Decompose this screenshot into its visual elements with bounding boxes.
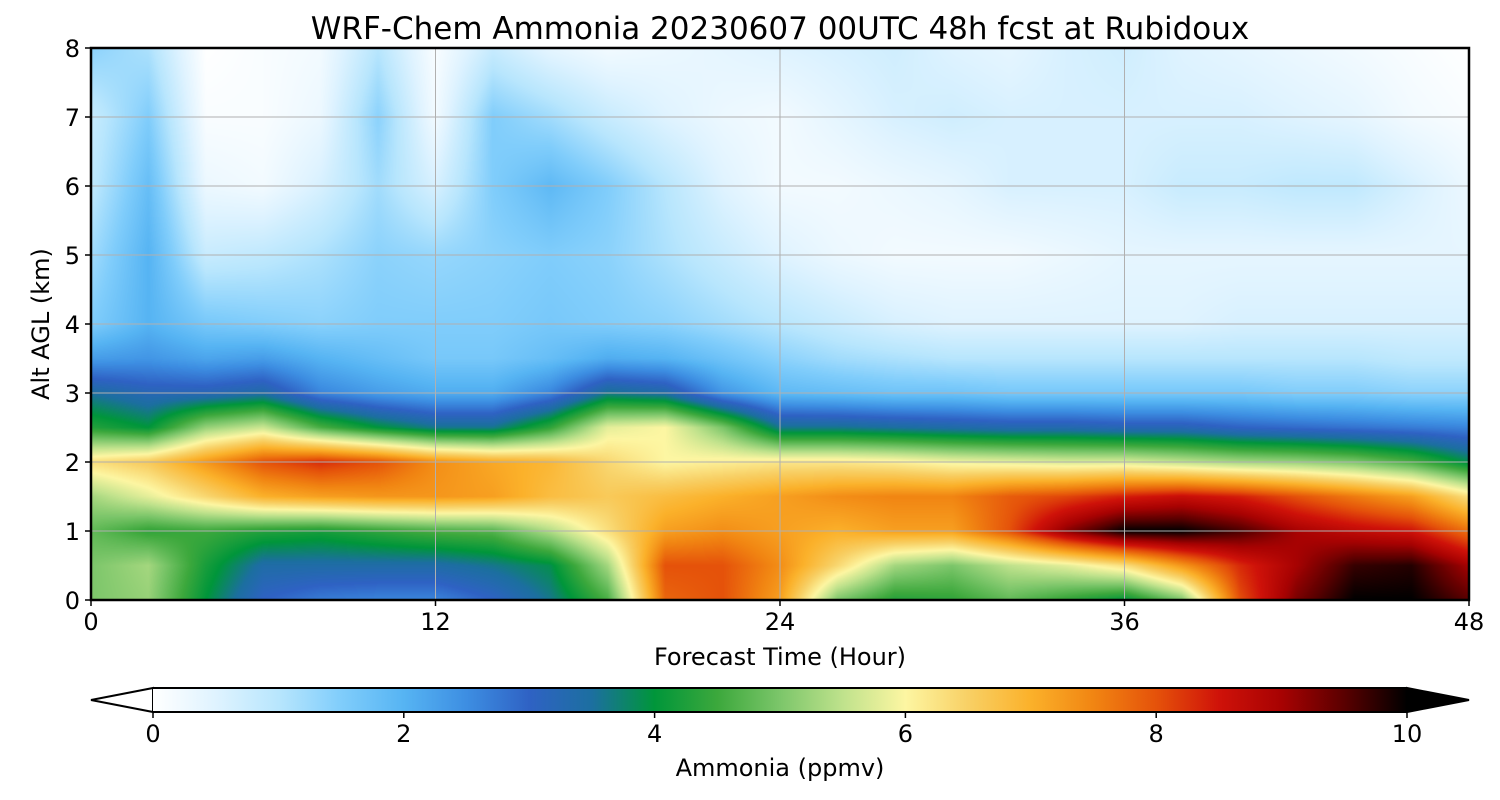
colorbar-under-arrow bbox=[90, 686, 154, 714]
x-tick-label-0: 0 bbox=[83, 608, 98, 636]
colorbar-tick-label-2: 2 bbox=[396, 720, 411, 748]
y-tick-label-7: 7 bbox=[65, 104, 80, 132]
x-tick-label-24: 24 bbox=[765, 608, 796, 636]
colorbar-tick-label-4: 4 bbox=[647, 720, 662, 748]
y-axis-label: Alt AGL (km) bbox=[27, 248, 55, 400]
colorbar-tick-label-6: 6 bbox=[898, 720, 913, 748]
colorbar-tick-label-0: 0 bbox=[145, 720, 160, 748]
colorbar: 0 2 4 6 8 10 Ammonia (ppmv) bbox=[90, 686, 1470, 782]
colorbar-ticks: 0 2 4 6 8 10 bbox=[145, 712, 1422, 748]
x-tick-label-48: 48 bbox=[1454, 608, 1485, 636]
y-tick-label-4: 4 bbox=[65, 311, 80, 339]
colorbar-tick-label-8: 8 bbox=[1149, 720, 1164, 748]
y-axis: 0 1 2 3 4 5 6 7 8 bbox=[65, 35, 91, 615]
colorbar-tick-label-10: 10 bbox=[1392, 720, 1423, 748]
colorbar-body bbox=[153, 688, 1407, 712]
y-tick-label-2: 2 bbox=[65, 449, 80, 477]
y-tick-label-5: 5 bbox=[65, 242, 80, 270]
x-axis-label: Forecast Time (Hour) bbox=[654, 643, 906, 671]
y-tick-label-1: 1 bbox=[65, 518, 80, 546]
colorbar-label: Ammonia (ppmv) bbox=[676, 754, 885, 782]
x-tick-label-36: 36 bbox=[1109, 608, 1140, 636]
plot-area bbox=[89, 46, 1471, 602]
y-tick-label-0: 0 bbox=[65, 587, 80, 615]
y-tick-label-6: 6 bbox=[65, 173, 80, 201]
chart-title: WRF-Chem Ammonia 20230607 00UTC 48h fcst… bbox=[311, 11, 1250, 47]
grid bbox=[91, 48, 1469, 600]
x-axis: 0 12 24 36 48 bbox=[83, 600, 1484, 636]
y-tick-label-8: 8 bbox=[65, 35, 80, 63]
colorbar-over-arrow bbox=[1406, 686, 1470, 714]
x-tick-label-12: 12 bbox=[420, 608, 451, 636]
y-tick-label-3: 3 bbox=[65, 380, 80, 408]
